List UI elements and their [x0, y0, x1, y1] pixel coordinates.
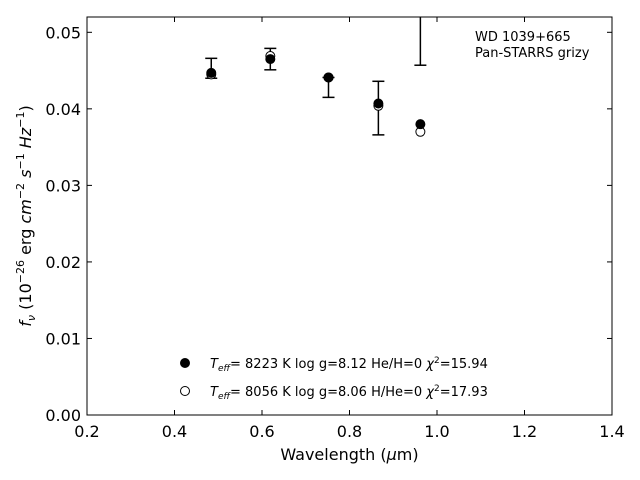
x-tick-label: 1.0	[424, 422, 449, 441]
x-tick-label: 0.6	[249, 422, 274, 441]
legend-marker-open	[180, 386, 190, 396]
legend-marker-filled	[180, 358, 190, 368]
y-axis-label: fν (10−26 erg cm−2 s−1 Hz−1)	[14, 105, 38, 326]
y-tick-label: 0.03	[45, 176, 81, 195]
model-points	[206, 51, 426, 137]
y-tick-label: 0.02	[45, 253, 81, 272]
y-tick-label: 0.01	[45, 329, 81, 348]
model-1-point	[373, 98, 384, 109]
y-tick-label: 0.05	[45, 23, 81, 42]
legend: Teff= 8223 K log g=8.12 He/H=0 χ2=15.94 …	[180, 356, 488, 402]
legend-label-model-2: Teff= 8056 K log g=8.06 H/He=0 χ2=17.93	[210, 384, 488, 402]
x-tick-label: 1.4	[599, 422, 624, 441]
model-1-point	[265, 54, 276, 65]
model-1-point	[206, 67, 217, 78]
x-tick-label: 0.4	[162, 422, 187, 441]
y-tick-label: 0.04	[45, 100, 81, 119]
x-tick-label: 0.8	[337, 422, 362, 441]
y-axis-ticks: 0.00 0.01 0.02 0.03 0.04 0.05	[45, 23, 612, 425]
legend-label-model-1: Teff= 8223 K log g=8.12 He/H=0 χ2=15.94	[210, 356, 488, 374]
model-1-point	[415, 119, 426, 130]
x-tick-label: 0.2	[74, 422, 99, 441]
model-1-point	[323, 72, 334, 83]
annotation-line-1: WD 1039+665	[475, 30, 571, 45]
y-tick-label: 0.00	[45, 406, 81, 425]
annotation-line-2: Pan-STARRS grizy	[475, 46, 590, 61]
x-tick-label: 1.2	[512, 422, 537, 441]
x-axis-label: Wavelength (μm)	[280, 445, 418, 464]
x-axis-ticks: 0.2 0.4 0.6 0.8 1.0 1.2 1.4	[74, 17, 625, 441]
